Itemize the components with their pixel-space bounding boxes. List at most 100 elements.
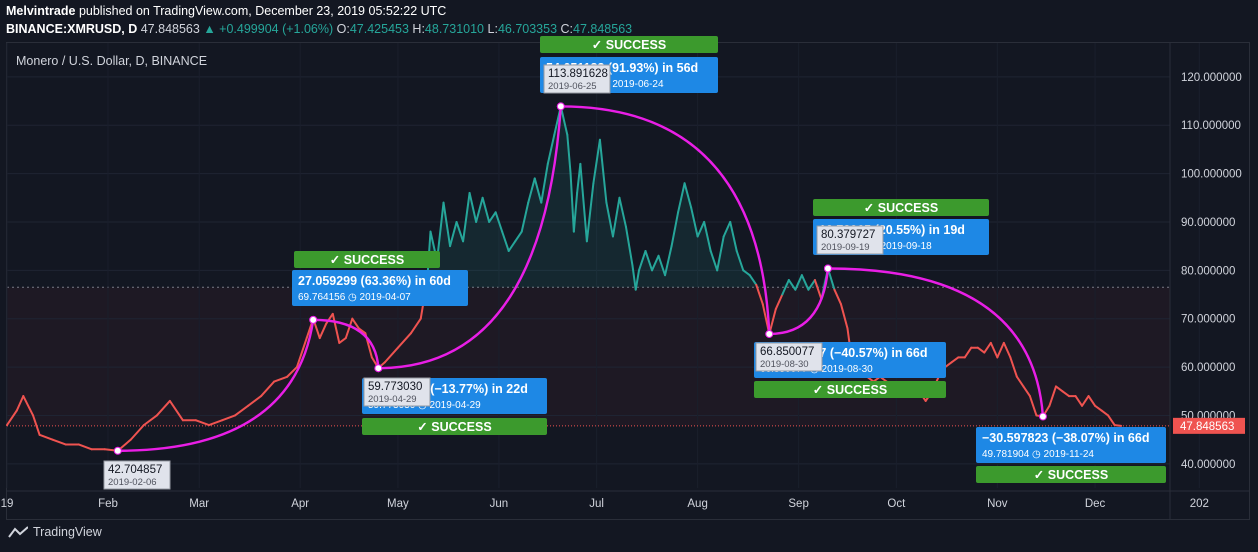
price-segment bbox=[286, 366, 298, 378]
x-tick-label: Nov bbox=[987, 498, 1008, 510]
price-segment bbox=[839, 303, 849, 330]
y-tick-label: 120.000000 bbox=[1181, 72, 1242, 84]
price-segment bbox=[696, 220, 706, 238]
price-segment bbox=[1002, 341, 1012, 359]
price-segment bbox=[624, 225, 634, 267]
low-tag-feb-date: 2019-02-06 bbox=[108, 477, 157, 488]
price-segment bbox=[605, 201, 614, 238]
success-badge bbox=[540, 36, 718, 53]
price-segment bbox=[295, 337, 308, 369]
arc-start-dot bbox=[556, 102, 565, 111]
price-segment bbox=[657, 254, 667, 277]
high-tag-jun-box bbox=[543, 64, 611, 94]
low-tag-apr-value: 59.773030 bbox=[368, 381, 422, 393]
price-segment bbox=[481, 196, 491, 223]
price-segment bbox=[722, 220, 732, 238]
price-segment bbox=[794, 274, 803, 291]
y-tick-label: 110.000000 bbox=[1181, 120, 1241, 132]
success-text: ✓ SUCCESS bbox=[813, 383, 887, 397]
price-segment bbox=[592, 138, 601, 185]
close-value: 47.848563 bbox=[573, 22, 633, 36]
author-name[interactable]: Melvintrade bbox=[6, 4, 76, 18]
move-arc bbox=[313, 318, 380, 369]
change-label-box bbox=[976, 427, 1166, 463]
price-segment bbox=[755, 283, 764, 306]
price-segment bbox=[637, 249, 647, 272]
price-segment bbox=[1094, 404, 1103, 412]
x-tick-label: Feb bbox=[98, 498, 118, 510]
success-text: ✓ SUCCESS bbox=[864, 201, 938, 215]
x-tick-label: Apr bbox=[291, 498, 309, 510]
up-arrow-icon: ▲ bbox=[203, 22, 216, 36]
price-segment bbox=[585, 182, 595, 243]
success-text: ✓ SUCCESS bbox=[417, 420, 491, 434]
last-price-label: 47.848563 bbox=[1180, 421, 1234, 433]
x-tick-label: Sep bbox=[788, 498, 808, 510]
price-segment bbox=[357, 327, 367, 335]
arc-start-dot bbox=[113, 446, 122, 455]
arc-start-dot bbox=[765, 329, 774, 338]
price-segment bbox=[989, 341, 999, 359]
price-segment bbox=[748, 274, 758, 286]
price-segment bbox=[833, 288, 842, 306]
price-segment bbox=[618, 196, 627, 228]
price-segment bbox=[566, 133, 572, 175]
price-segment bbox=[664, 245, 673, 277]
success-text: ✓ SUCCESS bbox=[330, 253, 404, 267]
x-tick-label: Aug bbox=[687, 498, 707, 510]
price-segment bbox=[455, 220, 465, 243]
low-tag-feb-box bbox=[103, 460, 171, 490]
price-segment bbox=[813, 279, 823, 301]
high-tag-sep-date: 2019-09-19 bbox=[821, 242, 870, 253]
price-segment bbox=[781, 279, 790, 296]
price-segment bbox=[344, 317, 354, 340]
price-segment bbox=[396, 332, 412, 349]
arc-start-dot bbox=[309, 315, 318, 324]
price-segment bbox=[155, 399, 171, 417]
price-segment bbox=[442, 201, 452, 248]
price-segment bbox=[527, 177, 536, 204]
move-arc bbox=[769, 268, 830, 336]
price-segment bbox=[774, 293, 784, 311]
price-segment bbox=[142, 414, 158, 427]
price-segment bbox=[1107, 414, 1116, 427]
price-segment bbox=[436, 201, 445, 262]
price-segment bbox=[735, 249, 745, 272]
price-segment bbox=[51, 438, 67, 446]
high-label: H: bbox=[412, 22, 425, 36]
price-segment bbox=[273, 375, 289, 383]
price-segment bbox=[325, 312, 334, 325]
arc-start-dot bbox=[823, 264, 832, 273]
change-sub-text: 49.781904 ◷ 2019-11-24 bbox=[982, 449, 1094, 460]
price-segment bbox=[690, 206, 699, 238]
y-tick-label: 80.000000 bbox=[1181, 265, 1235, 277]
success-badge bbox=[754, 381, 946, 398]
price-segment bbox=[6, 409, 18, 427]
price-segment bbox=[77, 443, 93, 451]
price-segment bbox=[194, 419, 210, 427]
move-arc bbox=[827, 267, 1045, 417]
success-badge bbox=[813, 199, 989, 216]
price-segment bbox=[1074, 395, 1084, 407]
success-badge bbox=[362, 418, 547, 435]
price-segment bbox=[383, 346, 399, 364]
high-tag-jun-date: 2019-06-25 bbox=[548, 81, 597, 92]
price-segment bbox=[1048, 385, 1057, 407]
last-price-tag bbox=[1173, 417, 1245, 434]
price-segment bbox=[514, 230, 523, 243]
low-label: L: bbox=[487, 22, 498, 36]
tradingview-brand[interactable]: TradingView bbox=[8, 525, 102, 539]
price-segment bbox=[683, 182, 693, 209]
price-segment bbox=[168, 399, 184, 422]
price-segment bbox=[644, 249, 654, 272]
y-tick-label: 100.000000 bbox=[1181, 169, 1242, 181]
arc-start-dot bbox=[374, 364, 383, 373]
x-tick-label: 19 bbox=[1, 498, 14, 510]
price-segment bbox=[234, 404, 250, 417]
price-segment bbox=[15, 395, 25, 412]
price-segment bbox=[670, 211, 680, 248]
x-tick-label: 202 bbox=[1190, 498, 1209, 510]
x-tick-label: May bbox=[387, 498, 409, 510]
low-tag-aug-value: 66.850077 bbox=[760, 346, 814, 358]
